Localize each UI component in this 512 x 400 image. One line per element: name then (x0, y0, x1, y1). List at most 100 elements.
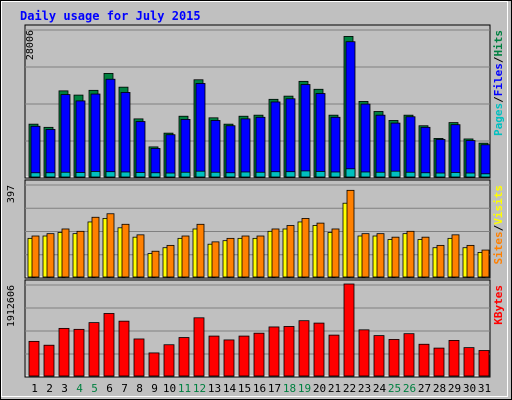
y-tick-label: 397 (6, 185, 17, 203)
bar-kbytes-day-23 (358, 329, 370, 377)
bar-files-day-5 (90, 93, 101, 178)
bar-files-day-3 (60, 94, 71, 178)
bar-pages-day-19 (300, 170, 311, 178)
bar-pages-day-24 (375, 171, 386, 178)
bar-kbytes-day-20 (313, 322, 325, 377)
x-tick-label-day-11: 11 (178, 382, 191, 395)
panel-visits-sites: 397 Sites/Visits (6, 179, 505, 279)
bar-files-day-23 (360, 103, 371, 178)
x-tick-label-day-31: 31 (478, 382, 491, 395)
bar-pages-day-31 (480, 173, 491, 178)
bar-pages-day-6 (105, 171, 116, 178)
y-tick-label: 1912606 (6, 285, 17, 327)
bar-kbytes-day-13 (208, 335, 220, 377)
bar-sites-day-9 (151, 250, 160, 278)
bar-sites-day-30 (466, 244, 475, 278)
bar-kbytes-day-29 (448, 340, 460, 377)
legend-entry: Sites (492, 231, 505, 264)
bar-sites-day-24 (376, 233, 385, 278)
bar-kbytes-day-8 (133, 338, 145, 377)
bar-files-day-15 (240, 118, 251, 178)
legend-entry: Hits (492, 30, 505, 57)
legend-entry: KBytes (492, 285, 505, 325)
bar-sites-day-6 (106, 213, 115, 278)
bar-pages-day-2 (45, 172, 56, 178)
bar-kbytes-day-21 (328, 334, 340, 377)
bar-pages-day-17 (270, 171, 281, 178)
x-tick-label-day-17: 17 (268, 382, 281, 395)
bar-sites-day-31 (481, 249, 490, 278)
x-tick-label-day-18: 18 (283, 382, 296, 395)
bar-files-day-1 (30, 125, 41, 178)
bar-sites-day-4 (76, 230, 85, 278)
legend-entry: Pages (492, 103, 505, 136)
bar-sites-day-10 (166, 244, 175, 278)
bar-sites-day-1 (31, 235, 40, 278)
bar-files-day-13 (210, 120, 221, 178)
bar-files-day-16 (255, 116, 266, 178)
bar-kbytes-day-17 (268, 326, 280, 377)
bar-sites-day-3 (61, 228, 70, 278)
x-tick-label-day-20: 20 (313, 382, 326, 395)
bar-kbytes-day-5 (88, 322, 100, 377)
x-tick-label-day-19: 19 (298, 382, 311, 395)
bar-kbytes-day-27 (418, 343, 430, 377)
x-tick-label-day-25: 25 (388, 382, 401, 395)
bar-files-day-29 (450, 124, 461, 178)
x-tick-label-day-5: 5 (91, 382, 98, 395)
bar-pages-day-27 (420, 172, 431, 178)
bar-pages-day-18 (285, 171, 296, 178)
x-tick-label-day-13: 13 (208, 382, 221, 395)
bar-files-day-12 (195, 83, 206, 178)
x-tick-label-day-12: 12 (193, 382, 206, 395)
x-tick-label-day-16: 16 (253, 382, 266, 395)
bar-kbytes-day-26 (403, 333, 415, 377)
bar-pages-day-7 (120, 171, 131, 178)
bar-sites-day-29 (451, 234, 460, 278)
chart-title: Daily usage for July 2015 (20, 9, 201, 23)
legend-entry: / (492, 56, 505, 63)
bar-pages-day-4 (75, 172, 86, 178)
bar-sites-day-5 (91, 216, 100, 278)
bar-pages-day-22 (345, 168, 356, 178)
bar-files-day-28 (435, 139, 446, 178)
bar-files-day-2 (45, 129, 56, 178)
bar-kbytes-day-6 (103, 313, 115, 377)
bar-kbytes-day-15 (238, 335, 250, 377)
bar-sites-day-12 (196, 223, 205, 278)
bar-pages-day-8 (135, 172, 146, 178)
x-tick-label-day-6: 6 (106, 382, 113, 395)
bar-kbytes-day-18 (283, 326, 295, 377)
bar-files-day-31 (480, 144, 491, 178)
bar-pages-day-30 (465, 172, 476, 178)
legend: Sites/Visits (492, 185, 505, 265)
bar-kbytes-day-31 (478, 350, 490, 377)
bar-pages-day-16 (255, 171, 266, 178)
bar-files-day-26 (405, 116, 416, 178)
bar-kbytes-day-1 (28, 340, 40, 377)
bar-files-day-7 (120, 92, 131, 178)
bar-pages-day-26 (405, 171, 416, 178)
bar-pages-day-29 (450, 172, 461, 178)
bar-sites-day-23 (361, 233, 370, 278)
bar-sites-day-20 (316, 222, 325, 278)
bar-files-day-17 (270, 101, 281, 178)
bar-sites-day-27 (421, 236, 430, 278)
bar-files-day-14 (225, 125, 236, 178)
bar-files-day-20 (315, 93, 326, 178)
bar-pages-day-10 (165, 172, 176, 178)
x-tick-label-day-1: 1 (31, 382, 38, 395)
bar-files-day-10 (165, 134, 176, 178)
bar-sites-day-25 (391, 236, 400, 278)
bar-pages-day-11 (180, 171, 191, 178)
bar-pages-day-13 (210, 171, 221, 178)
bar-kbytes-day-30 (463, 347, 475, 377)
x-tick-label-day-3: 3 (61, 382, 68, 395)
bar-sites-day-11 (181, 235, 190, 278)
x-tick-label-day-8: 8 (136, 382, 143, 395)
legend-entry: / (492, 224, 505, 231)
legend: Pages/Files/Hits (492, 30, 505, 136)
bar-files-day-19 (300, 84, 311, 178)
